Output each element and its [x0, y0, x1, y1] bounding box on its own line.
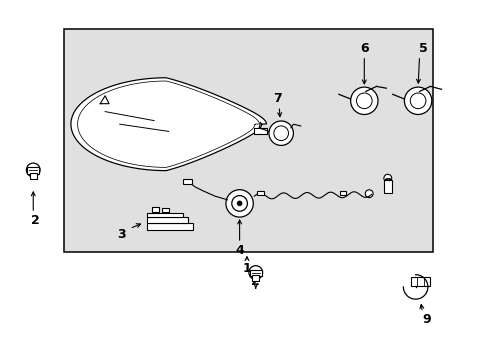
Text: 9: 9	[422, 313, 430, 326]
Text: 4: 4	[235, 244, 244, 257]
Text: 8: 8	[383, 177, 391, 190]
Bar	[410, 277, 429, 286]
Bar	[256, 191, 264, 195]
Text: 3: 3	[117, 228, 125, 240]
Bar	[63, 29, 432, 252]
Bar	[249, 270, 261, 276]
Bar	[146, 223, 193, 230]
Text: 2: 2	[251, 275, 260, 288]
Ellipse shape	[404, 87, 431, 114]
Ellipse shape	[350, 87, 377, 114]
Text: 6: 6	[359, 42, 368, 55]
Bar	[252, 275, 259, 281]
Text: 2: 2	[31, 214, 40, 227]
Ellipse shape	[268, 121, 293, 145]
Bar	[151, 207, 159, 212]
Ellipse shape	[237, 201, 242, 206]
Ellipse shape	[26, 163, 40, 177]
Text: 5: 5	[418, 42, 427, 55]
Bar	[183, 179, 192, 184]
Ellipse shape	[231, 195, 247, 211]
Ellipse shape	[273, 126, 288, 140]
Ellipse shape	[225, 190, 253, 217]
Bar	[146, 213, 183, 217]
Bar	[27, 167, 39, 174]
Ellipse shape	[248, 266, 262, 279]
Ellipse shape	[365, 190, 372, 198]
Ellipse shape	[356, 93, 371, 109]
Polygon shape	[71, 78, 266, 171]
Bar	[383, 180, 391, 193]
Bar	[146, 217, 188, 223]
Bar	[30, 173, 37, 179]
Text: 1: 1	[242, 262, 251, 275]
Bar	[339, 191, 346, 195]
Text: 7: 7	[272, 93, 281, 105]
Ellipse shape	[409, 93, 425, 109]
Bar	[162, 208, 168, 212]
Bar	[254, 128, 266, 134]
Ellipse shape	[383, 174, 391, 182]
